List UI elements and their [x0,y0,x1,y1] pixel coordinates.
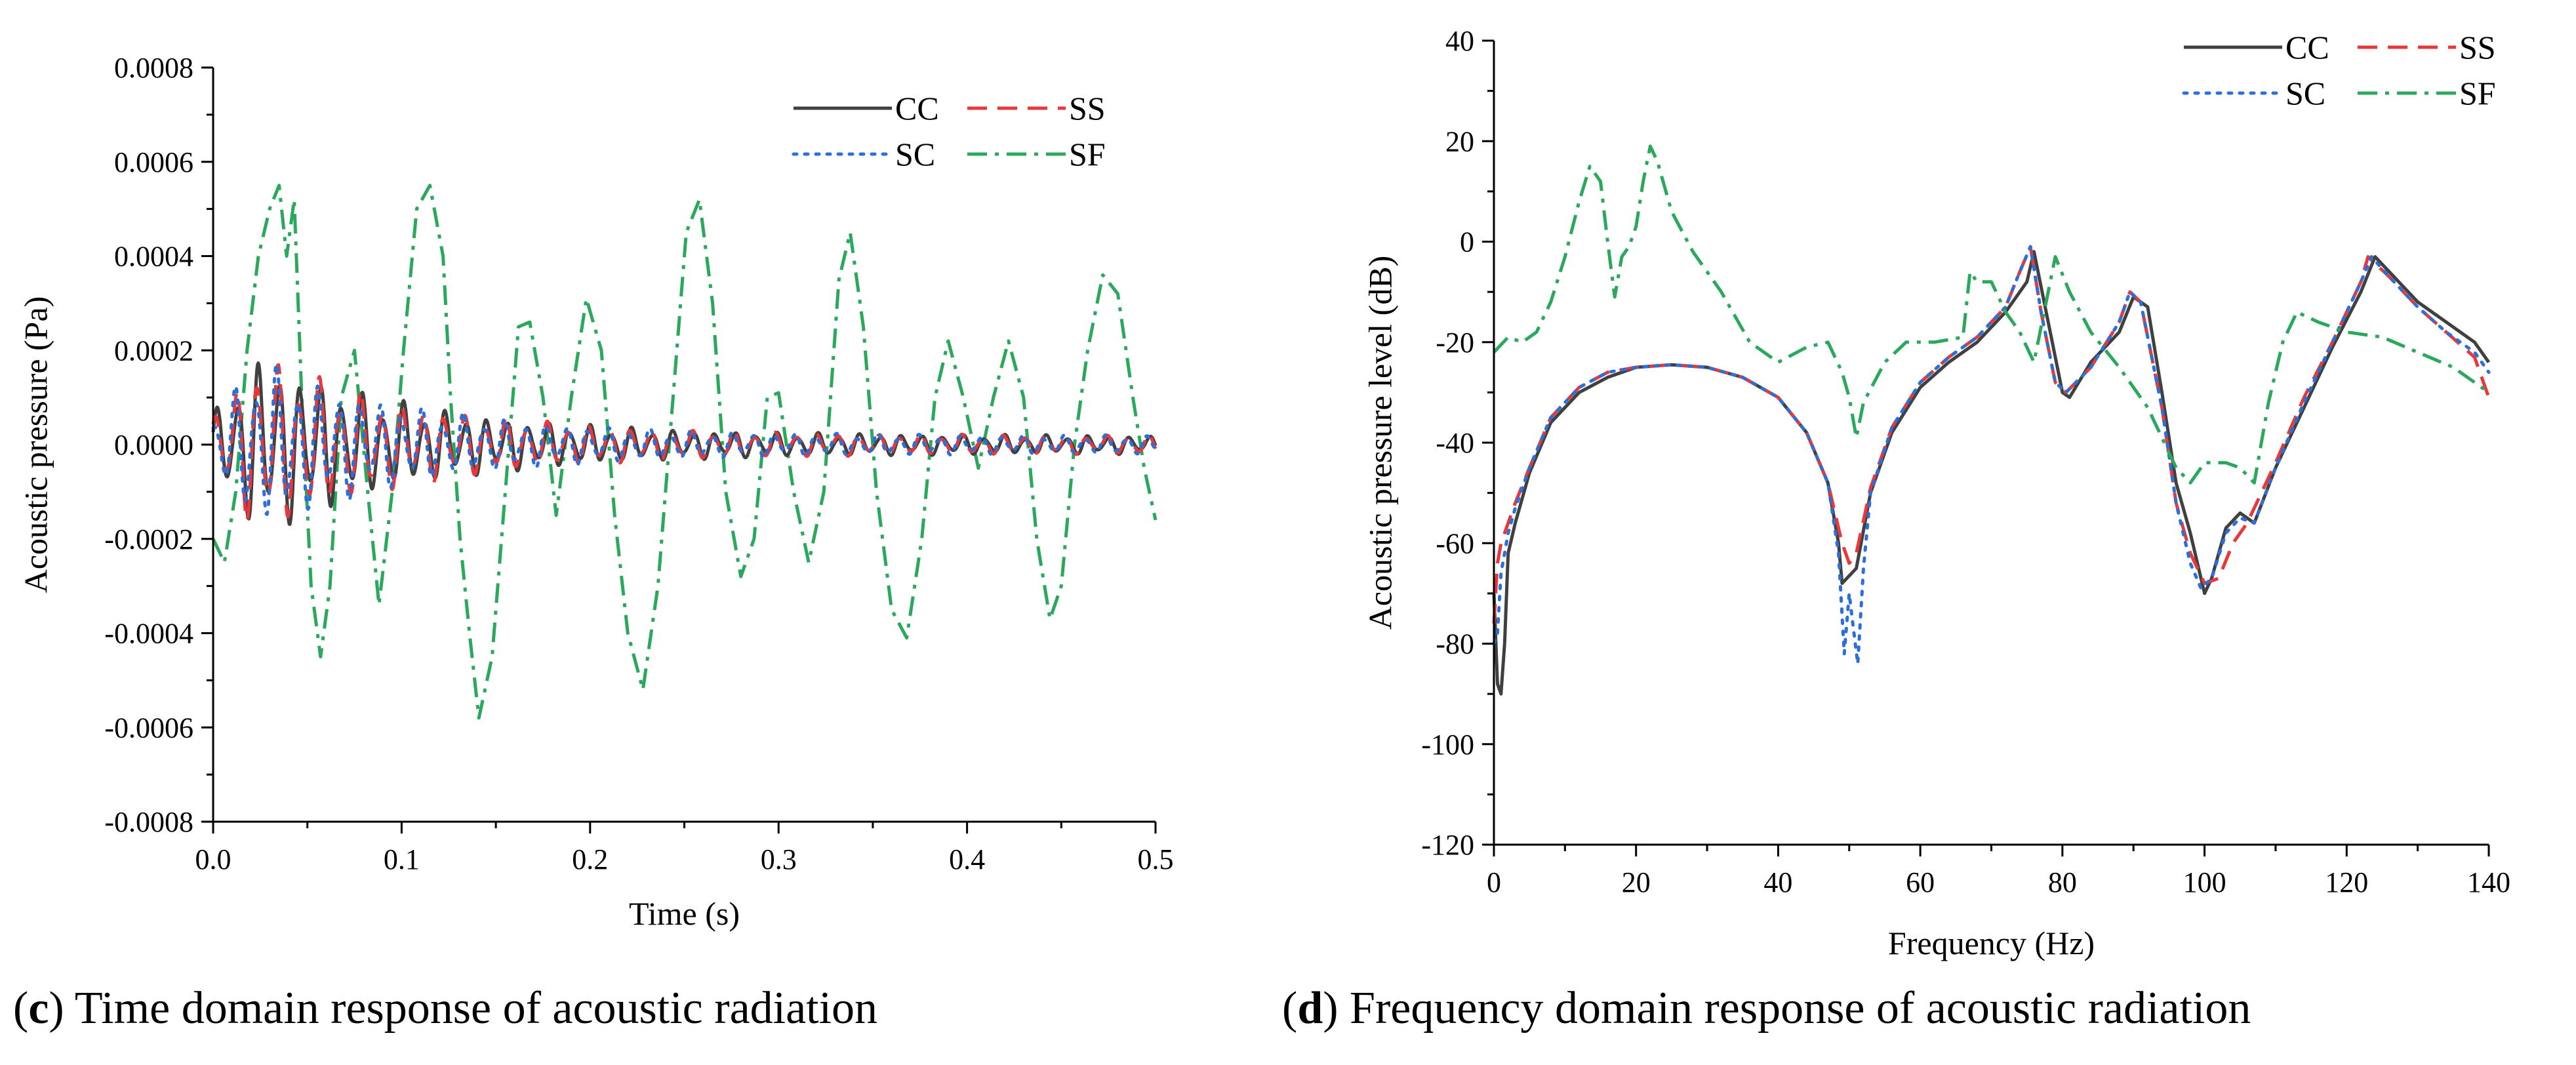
legend-label-sf: SF [1069,136,1106,172]
series-line-sc [211,362,1157,516]
chart-time-domain: 0.0 0.1 0.2 0.3 0.4 0.5 -0.0008 -0.0006 -0.0004 -… [13,52,1174,1034]
y-tick-label: 0.0002 [114,334,193,367]
x-tick-label: 100 [2183,866,2226,898]
caption-letter: d [1297,983,1323,1034]
y-tick-label: -20 [1436,327,1474,359]
y-axis-label: Acoustic pressure (Pa) [17,296,54,593]
x-tick-label: 0.3 [761,843,797,875]
y-tick-label: 0.0000 [114,429,193,461]
legend-label-sc: SC [2285,75,2325,111]
x-axis-label: Frequency (Hz) [1888,925,2095,961]
series-line-sc [1492,245,2491,666]
y-tick-label: -0.0002 [104,523,193,555]
series-lines [211,184,1157,720]
y-tick-label: -60 [1436,527,1474,559]
legend-label-cc: CC [895,90,939,127]
y-tick-label: 0 [1460,226,1474,258]
y-tick-label: -80 [1436,628,1474,660]
caption-letter: c [28,983,49,1034]
legend-label-ss: SS [1069,90,1106,127]
chart-frequency-domain: 0 20 40 60 80 100 120 140 -120 -100 -80 -60 -40 -20 0 2… [1282,25,2510,1034]
series-lines [1492,144,2491,696]
x-tick-label: 40 [1763,866,1792,898]
x-tick-label: 0.0 [195,843,231,875]
x-tick-label: 0.4 [949,843,985,875]
x-tick-label: 60 [1906,866,1935,898]
legend-label-cc: CC [2285,29,2329,66]
y-tick-label: 0.0006 [114,146,193,178]
caption-open-paren: ( [13,983,28,1034]
x-tick-label: 20 [1622,866,1651,898]
x-axis-label: Time (s) [629,895,740,932]
x-tick-label: 80 [2048,866,2077,898]
y-tick-label: -0.0004 [104,618,193,650]
x-tick-label: 0 [1487,866,1501,898]
y-tick-label: 40 [1445,25,1474,57]
series-line-sf [1493,144,2490,485]
x-tick-label: 0.5 [1138,843,1174,875]
y-tick-label: -120 [1421,829,1474,861]
caption-c: (c) Time domain response of acoustic rad… [13,983,877,1034]
legend-label-ss: SS [2459,29,2496,66]
axes: 0.0 0.1 0.2 0.3 0.4 0.5 -0.0008 -0.0006 -0.0004 -… [104,52,1173,875]
y-tick-label: 0.0004 [114,241,193,273]
x-tick-label: 0.1 [384,843,420,875]
y-tick-label: -40 [1436,427,1474,459]
legend: CC SS SC SF [2182,29,2496,111]
y-tick-label: -0.0008 [104,806,193,838]
x-tick-label: 0.2 [572,843,608,875]
series-line-cc [1492,250,2491,696]
legend: CC SS SC SF [792,90,1106,172]
x-tick-label: 140 [2467,866,2510,898]
caption-open-paren: ( [1282,983,1297,1034]
caption-text: ) Time domain response of acoustic radia… [49,983,877,1034]
axes: 0 20 40 60 80 100 120 140 -120 -100 -80 -60 -40 -20 0 2… [1421,25,2510,898]
y-axis-label: Acoustic pressure level (dB) [1361,256,1398,630]
caption-text: ) Frequency domain response of acoustic … [1323,983,2251,1034]
x-tick-label: 120 [2325,866,2368,898]
y-tick-label: 0.0008 [114,52,193,84]
series-line-ss [1492,245,2491,624]
legend-label-sf: SF [2459,75,2496,111]
series-line-ss [211,363,1157,522]
y-tick-label: -100 [1421,729,1474,761]
legend-label-sc: SC [895,136,935,172]
y-tick-label: -0.0006 [104,712,193,744]
caption-d: (d) Frequency domain response of acousti… [1282,983,2251,1034]
y-tick-label: 20 [1445,125,1474,157]
